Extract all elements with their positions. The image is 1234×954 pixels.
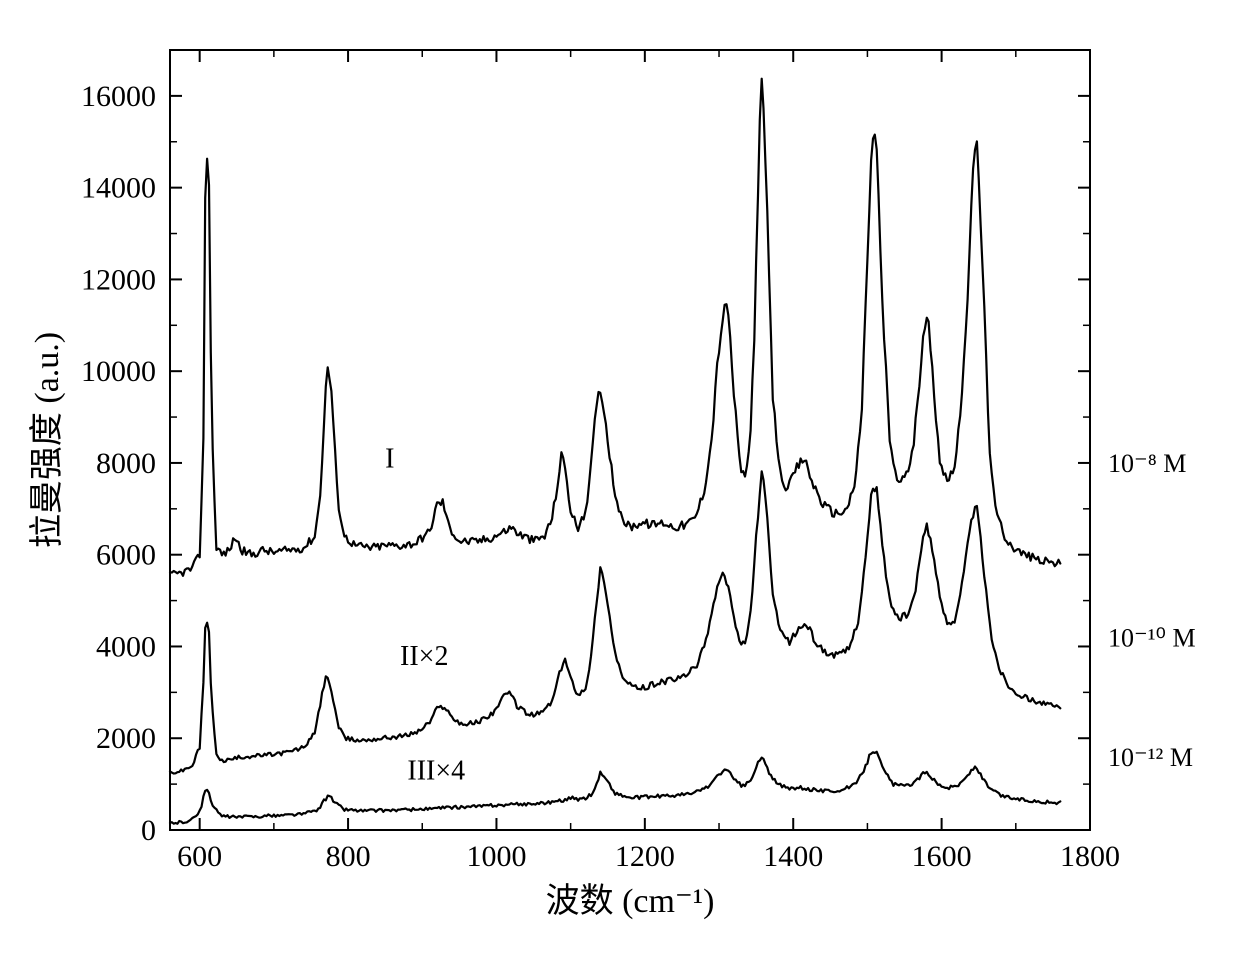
y-tick-label: 10000	[81, 355, 156, 388]
series-right-label-III: 10⁻¹² M	[1108, 743, 1193, 772]
y-tick-label: 4000	[96, 630, 156, 663]
x-tick-label: 1400	[763, 840, 823, 873]
chart-svg: 600 800 1000 1200 1400 1600 1800 0 2000 4000 6000 8…	[10, 10, 1224, 944]
series-inline-label-I: I	[385, 444, 394, 475]
series-inline-label-III: III×4	[407, 756, 465, 787]
y-tick-label: 0	[141, 814, 156, 847]
series-inline-label-II: II×2	[400, 641, 448, 672]
x-tick-label: 1800	[1060, 840, 1120, 873]
y-tick-label: 2000	[96, 722, 156, 755]
x-axis-label: 波数 (cm⁻¹)	[546, 882, 715, 920]
y-tick-label: 16000	[81, 80, 156, 113]
x-tick-label: 1000	[466, 840, 526, 873]
y-axis-label: 拉曼强度 (a.u.)	[28, 332, 66, 548]
series-right-label-II: 10⁻¹⁰ M	[1108, 623, 1196, 652]
raman-spectra-chart: 600 800 1000 1200 1400 1600 1800 0 2000 4000 6000 8…	[10, 10, 1224, 944]
y-tick-label: 12000	[81, 263, 156, 296]
x-tick-label: 600	[177, 840, 222, 873]
y-tick-label: 6000	[96, 539, 156, 572]
x-tick-label: 1200	[615, 840, 675, 873]
x-tick-label: 1600	[912, 840, 972, 873]
series-right-label-I: 10⁻⁸ M	[1108, 449, 1186, 478]
x-tick-label: 800	[326, 840, 371, 873]
y-tick-label: 8000	[96, 447, 156, 480]
y-tick-label: 14000	[81, 172, 156, 205]
